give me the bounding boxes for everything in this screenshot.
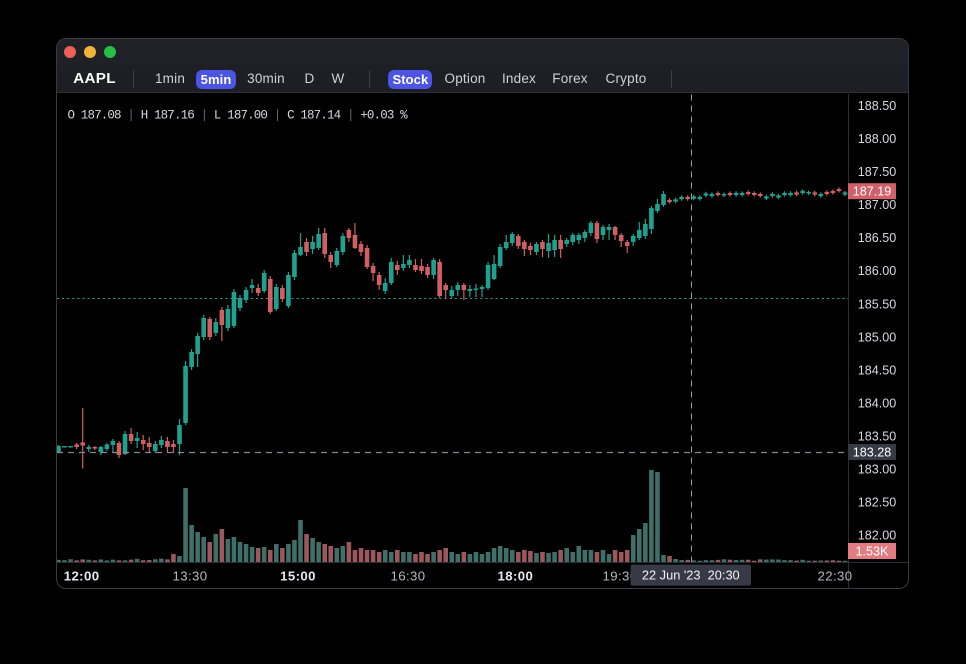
svg-text:188.00: 188.00 bbox=[858, 132, 897, 146]
svg-text:12:00: 12:00 bbox=[64, 569, 100, 584]
svg-text:184.50: 184.50 bbox=[858, 363, 897, 377]
svg-text:1.53K: 1.53K bbox=[856, 544, 890, 558]
svg-text:183.28: 183.28 bbox=[853, 445, 892, 459]
svg-text:18:00: 18:00 bbox=[498, 569, 534, 584]
svg-text:22:30: 22:30 bbox=[817, 569, 852, 584]
svg-text:187.50: 187.50 bbox=[858, 165, 897, 179]
svg-text:187.00: 187.00 bbox=[858, 198, 897, 212]
svg-text:185.50: 185.50 bbox=[858, 297, 897, 311]
svg-text:183.00: 183.00 bbox=[858, 462, 897, 476]
svg-text:185.00: 185.00 bbox=[858, 330, 897, 344]
svg-text:19:30: 19:30 bbox=[602, 569, 637, 584]
svg-text:187.19: 187.19 bbox=[853, 185, 892, 199]
svg-text:183.50: 183.50 bbox=[858, 429, 897, 443]
svg-text:15:00: 15:00 bbox=[280, 569, 316, 584]
svg-text:O 187.08 | H 187.16 | L 187.00: O 187.08 | H 187.16 | L 187.00 | C 187.1… bbox=[68, 108, 409, 122]
svg-text:182.50: 182.50 bbox=[858, 496, 897, 510]
svg-text:186.50: 186.50 bbox=[858, 231, 897, 245]
svg-text:186.00: 186.00 bbox=[858, 264, 897, 278]
svg-text:13:30: 13:30 bbox=[172, 569, 207, 584]
svg-text:184.00: 184.00 bbox=[858, 396, 897, 410]
svg-text:188.50: 188.50 bbox=[858, 99, 897, 113]
svg-text:182.00: 182.00 bbox=[858, 529, 897, 543]
svg-text:16:30: 16:30 bbox=[390, 569, 425, 584]
svg-text:22 Jun '23 20:30: 22 Jun '23 20:30 bbox=[642, 568, 740, 583]
